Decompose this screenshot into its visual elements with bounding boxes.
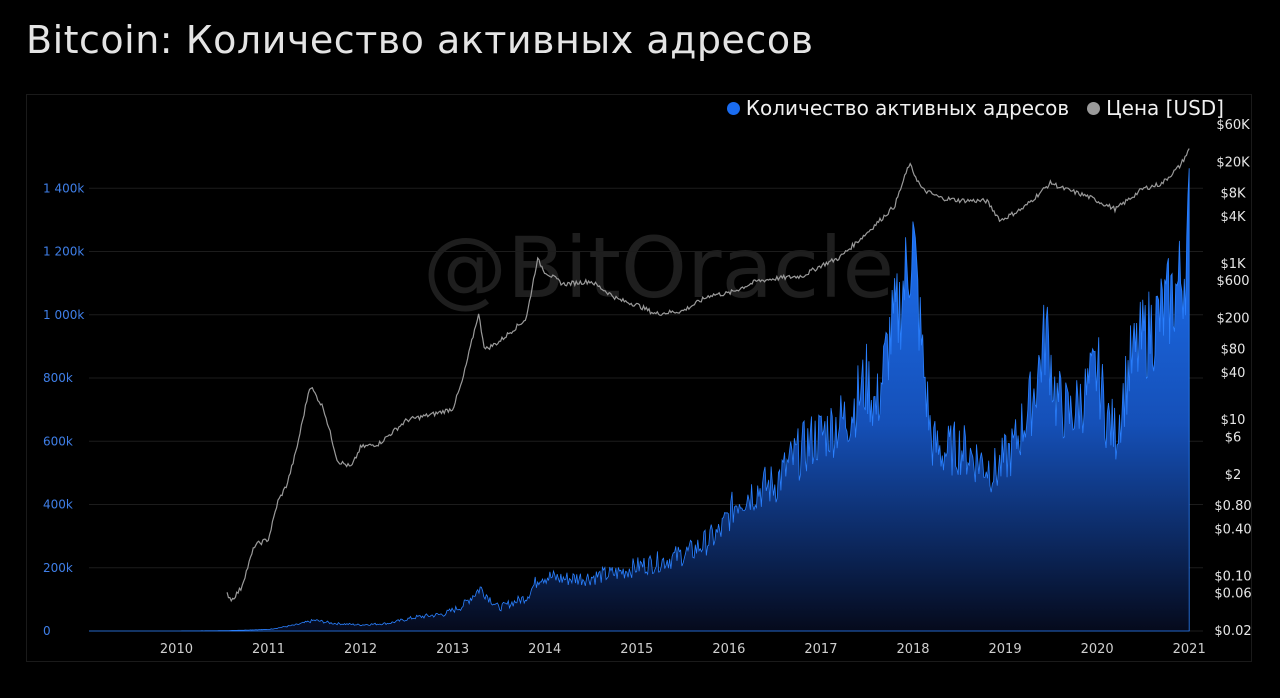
y-left-tick-label: 400k xyxy=(43,498,73,512)
y-right-tick-label: $80 xyxy=(1221,343,1246,358)
price-line-layer xyxy=(226,148,1190,603)
x-tick-label: 2021 xyxy=(1173,642,1206,657)
y-right-tick-label: $1K xyxy=(1220,257,1246,272)
y-left-tick-label: 200k xyxy=(43,561,73,575)
y-right-tick-label: $600 xyxy=(1216,274,1249,289)
legend-dot-price xyxy=(1087,101,1101,115)
x-tick-label: 2019 xyxy=(989,642,1022,657)
x-tick-label: 2014 xyxy=(528,642,561,657)
y-right-tick-label: $4K xyxy=(1220,210,1246,225)
y-right-tick-label: $60K xyxy=(1216,118,1250,133)
y-right-tick-label: $6 xyxy=(1225,430,1242,445)
x-tick-label: 2013 xyxy=(436,642,469,657)
y-right-tick-label: $8K xyxy=(1220,186,1246,201)
x-tick-label: 2011 xyxy=(252,642,285,657)
axis-labels: 0 200k 400k 600k 800k 1 000k 1 200k 1 400k $0.02… xyxy=(43,118,1252,657)
y-right-tick-label: $10 xyxy=(1221,413,1246,428)
legend-item-addresses: Количество активных адресов xyxy=(726,96,1070,120)
y-right-tick-label: $0.10 xyxy=(1214,569,1251,584)
y-left-tick-label: 800k xyxy=(43,371,73,385)
x-tick-label: 2012 xyxy=(344,642,377,657)
y-right-tick-label: $0.40 xyxy=(1214,522,1251,537)
y-right-tick-label: $0.06 xyxy=(1214,587,1251,602)
x-tick-label: 2010 xyxy=(160,642,193,657)
y-right-tick-label: $0.80 xyxy=(1214,499,1251,514)
chart-area: @BitOracle 0 200k 400k 600k 800k 1 000k 1 200k… xyxy=(26,94,1252,662)
y-left-tick-label: 0 xyxy=(43,624,51,638)
y-left-tick-label: 1 400k xyxy=(43,181,84,195)
y-left-tick-label: 1 000k xyxy=(43,308,84,322)
addresses-area xyxy=(89,168,1190,632)
x-tick-label: 2016 xyxy=(712,642,745,657)
x-tick-label: 2020 xyxy=(1081,642,1114,657)
price-line xyxy=(226,148,1190,603)
y-right-tick-label: $20K xyxy=(1216,155,1250,170)
legend-item-price: Цена [USD] xyxy=(1087,96,1224,120)
y-right-tick-label: $40 xyxy=(1221,366,1246,381)
addresses-area-layer xyxy=(89,168,1190,632)
legend: Количество активных адресов Цена [USD] xyxy=(726,96,1224,120)
chart-plot: 0 200k 400k 600k 800k 1 000k 1 200k 1 400k $0.02… xyxy=(43,118,1252,657)
y-right-tick-label: $200 xyxy=(1216,312,1249,327)
legend-label-price: Цена [USD] xyxy=(1106,96,1224,120)
chart-title: Bitcoin: Количество активных адресов xyxy=(26,18,814,62)
x-tick-label: 2018 xyxy=(896,642,929,657)
legend-dot-addresses xyxy=(726,101,740,115)
legend-label-addresses: Количество активных адресов xyxy=(745,96,1070,120)
y-left-tick-label: 1 200k xyxy=(43,245,84,259)
y-right-tick-label: $2 xyxy=(1225,468,1242,483)
x-tick-label: 2015 xyxy=(620,642,653,657)
y-right-tick-label: $0.02 xyxy=(1214,624,1251,639)
y-left-tick-label: 600k xyxy=(43,434,73,448)
x-tick-label: 2017 xyxy=(804,642,837,657)
